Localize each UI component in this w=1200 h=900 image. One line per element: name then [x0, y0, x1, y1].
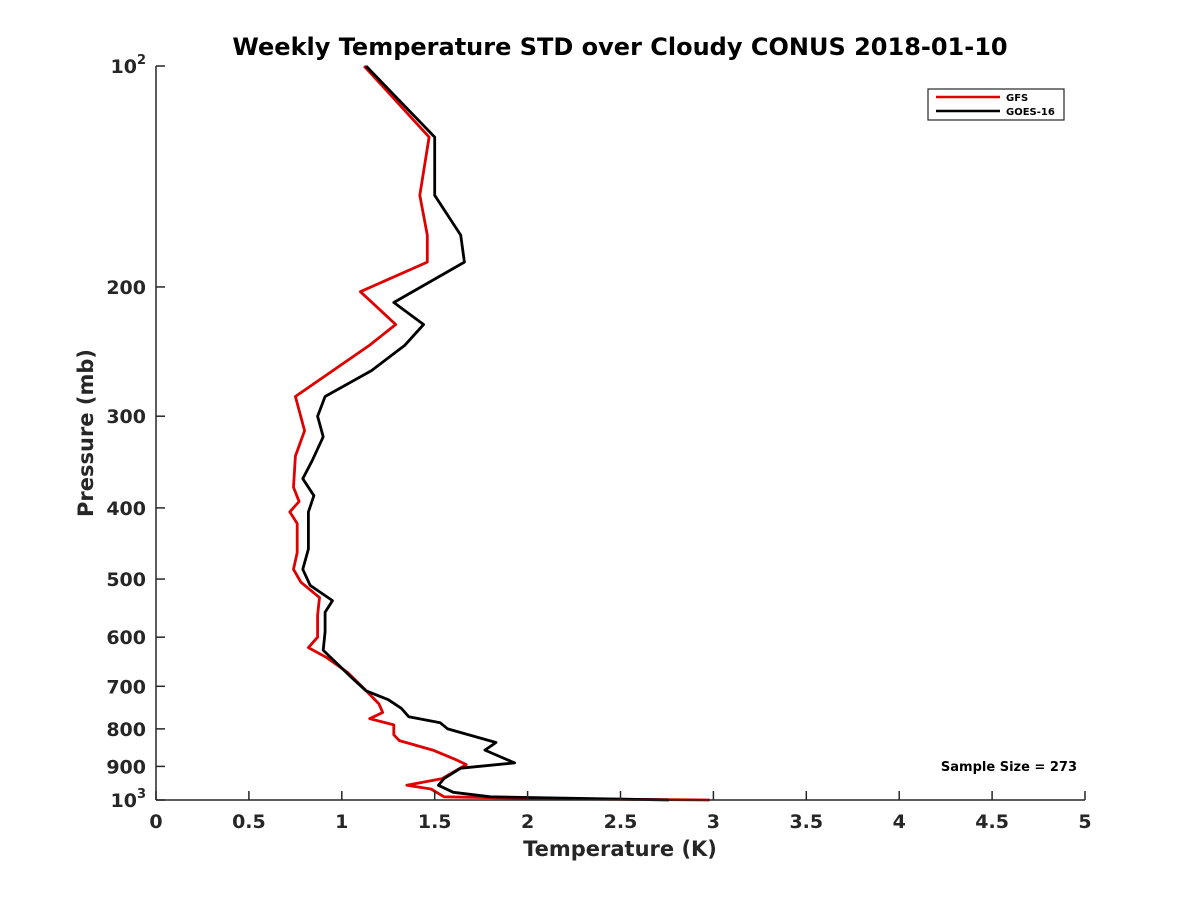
y-axis-label: Pressure (mb) [74, 349, 98, 517]
sample-size-annotation: Sample Size = 273 [941, 760, 1077, 775]
chart-title: Weekly Temperature STD over Cloudy CONUS… [232, 33, 1007, 61]
x-tick-label: 0 [149, 811, 162, 833]
y-tick-label: 600 [106, 627, 146, 649]
y-tick-label: 500 [106, 569, 146, 591]
y-tick-label: 800 [106, 719, 146, 741]
plot-area [288, 65, 710, 802]
x-tick-label: 2 [521, 811, 534, 833]
y-tick-label: 300 [106, 406, 146, 428]
y-tick-label: 400 [106, 498, 146, 520]
x-tick-label: 3.5 [789, 811, 823, 833]
y-tick-label: 102 [111, 53, 147, 78]
x-tick-label: 1 [335, 811, 348, 833]
y-tick-label: 200 [106, 277, 146, 299]
series-line-goes16 [301, 65, 669, 802]
legend: GFS GOES-16 [927, 88, 1065, 121]
legend-box [927, 88, 1065, 121]
series-line-gfs [288, 65, 710, 802]
x-axis-label: Temperature (K) [523, 837, 717, 861]
y-tick-label: 700 [106, 676, 146, 698]
x-tick-label: 3 [707, 811, 720, 833]
y-tick-label: 103 [111, 787, 147, 812]
x-tick-label: 2.5 [604, 811, 638, 833]
x-tick-label: 4.5 [975, 811, 1009, 833]
x-tick-label: 1.5 [418, 811, 452, 833]
legend-label-gfs: GFS [1006, 93, 1028, 104]
x-axis-ticks: 0 0.5 1 1.5 2 2.5 3 3.5 4 4.5 5 [149, 791, 1092, 833]
x-tick-label: 0.5 [232, 811, 266, 833]
y-axis-ticks: 102 200 300 400 500 600 700 800 900 103 [106, 53, 165, 812]
x-tick-label: 5 [1078, 811, 1091, 833]
x-tick-label: 4 [893, 811, 906, 833]
legend-label-goes16: GOES-16 [1006, 107, 1055, 118]
y-tick-label: 900 [106, 756, 146, 778]
